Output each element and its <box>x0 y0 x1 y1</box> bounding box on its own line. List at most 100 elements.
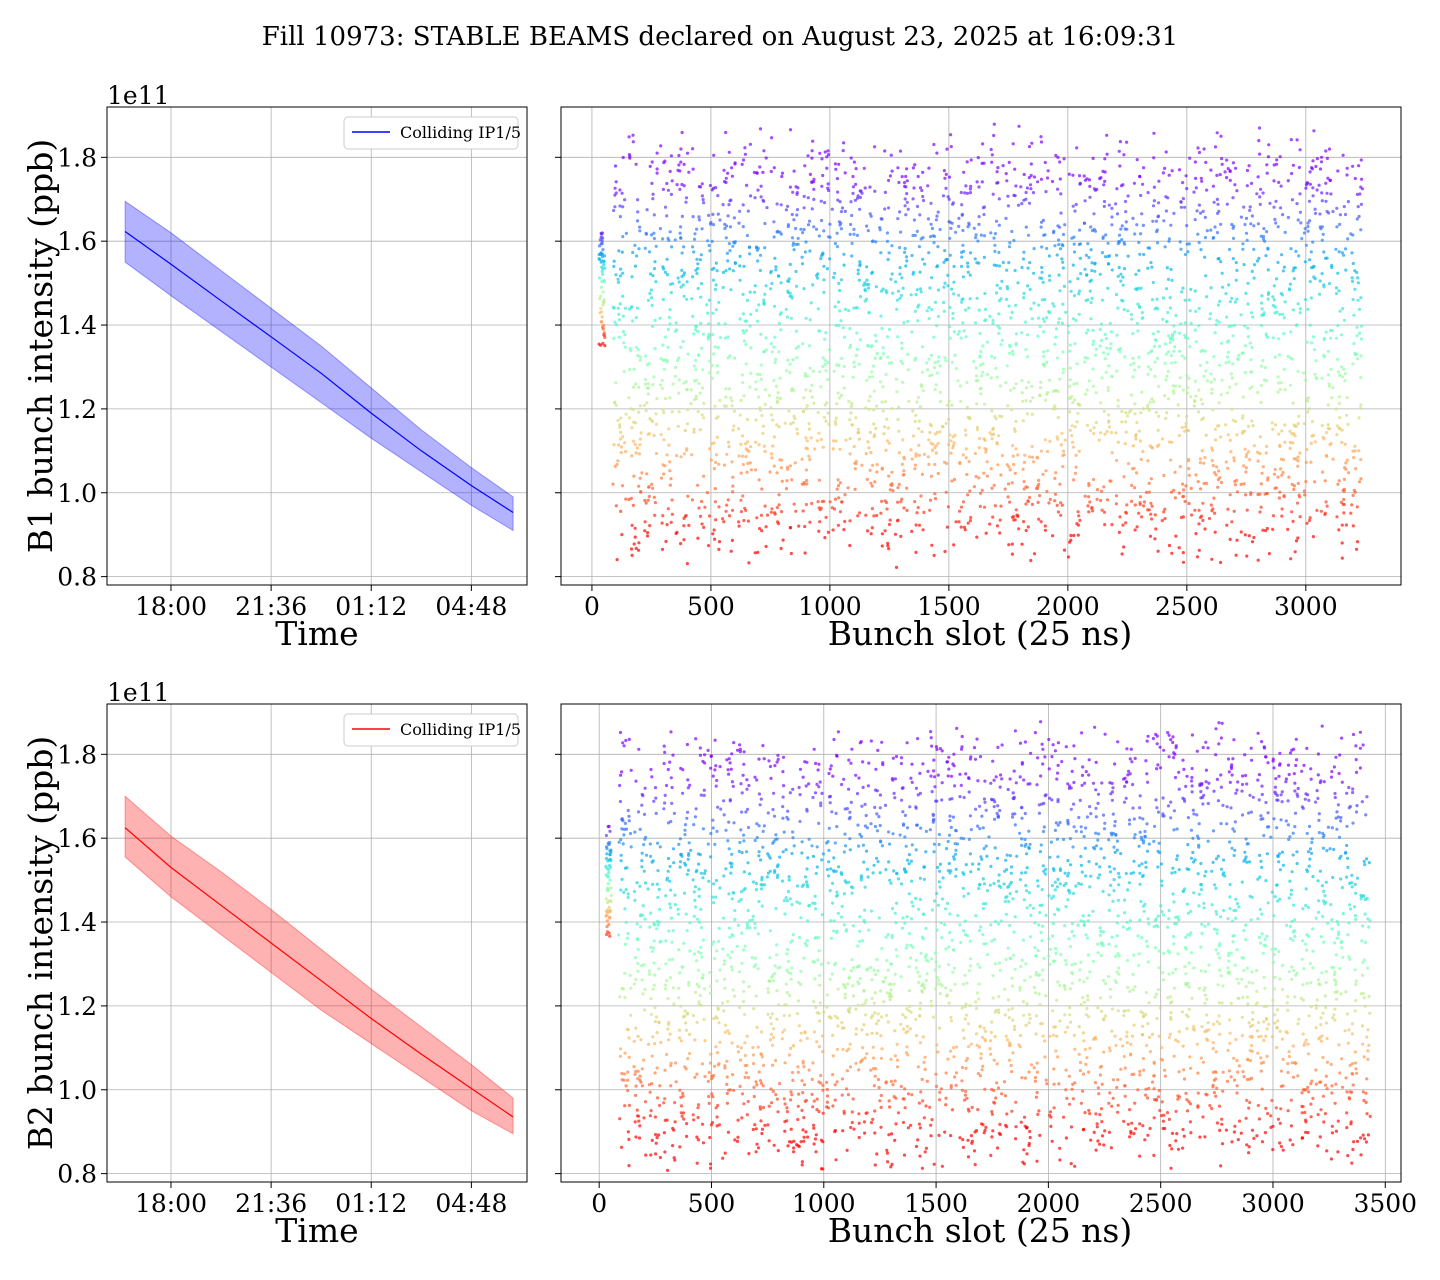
b1-slot-point <box>761 431 765 435</box>
b1-slot-point <box>1319 160 1324 164</box>
b1-slot-point <box>788 262 792 266</box>
b1-slot-point <box>1233 483 1238 487</box>
b1-slot-point <box>1306 221 1310 225</box>
b1-slot-point <box>739 398 743 402</box>
b1-slot-point <box>1181 286 1185 290</box>
b1-slot-point <box>934 383 938 387</box>
b1-slot-point <box>1275 158 1279 162</box>
b2-slot-point <box>769 1087 773 1091</box>
b1-slot-point <box>1337 401 1341 405</box>
b1-slot-point <box>723 336 728 340</box>
b1-slot-point <box>1241 414 1245 418</box>
b2-slot-point <box>718 968 722 972</box>
b1-slot-point <box>729 396 733 400</box>
b2-slot-point <box>873 824 878 829</box>
b2-slot-point <box>836 1024 840 1028</box>
b2-slot-x-tick-label: 1000 <box>792 1189 856 1218</box>
b1-slot-point <box>872 364 876 368</box>
b1-slot-point <box>816 500 820 504</box>
b1-slot-point <box>1114 202 1118 206</box>
b2-slot-point <box>817 1019 822 1023</box>
b1-slot-point <box>791 358 795 362</box>
b1-slot-point <box>1021 467 1025 471</box>
b2-slot-point <box>636 1069 640 1073</box>
b1-slot-point <box>1243 344 1247 348</box>
b1-slot-point <box>809 301 813 305</box>
b1-slot-point <box>1011 352 1015 356</box>
b1-slot-point <box>1265 526 1269 531</box>
b1-slot-point <box>1242 263 1246 267</box>
b2-slot-point <box>754 888 759 892</box>
b1-slot-point <box>966 225 970 229</box>
b1-slot-point <box>731 475 735 479</box>
b1-slot-point <box>697 506 701 510</box>
b1-slot-point <box>1288 440 1292 445</box>
b1-slot-point <box>1230 376 1234 380</box>
b1-slot-point <box>744 342 748 347</box>
b1-slot-point <box>654 412 658 416</box>
b2-slot-point <box>761 1084 765 1088</box>
b1-slot-point <box>1182 429 1187 433</box>
b2-slot-point <box>711 901 716 905</box>
b1-slot-point <box>757 478 761 482</box>
b2-slot-point <box>864 998 868 1002</box>
b2-slot-point <box>848 815 852 820</box>
b2-slot-point <box>699 793 703 797</box>
b1-slot-point <box>673 374 677 378</box>
b1-slot-point <box>1337 289 1341 293</box>
b1-slot-point <box>1328 443 1332 447</box>
b2-slot-point <box>604 856 609 861</box>
b1-slot-point <box>932 234 937 238</box>
b1-slot-point <box>1115 212 1120 216</box>
b1-slot-point <box>932 553 936 558</box>
b1-slot-point <box>1075 420 1079 424</box>
b1-slot-point <box>1149 261 1153 265</box>
b1-slot-point <box>1217 257 1221 261</box>
b2-slot-point <box>733 994 737 998</box>
b1-slot-point <box>1283 388 1287 392</box>
b1-slot-point <box>1103 432 1107 436</box>
b2-slot-point <box>754 881 759 886</box>
b1-slot-point <box>1068 280 1072 284</box>
b1-slot-point <box>960 203 964 207</box>
b1-slot-point <box>630 553 634 558</box>
b1-slot-point <box>1024 528 1028 533</box>
b1-slot-point <box>1142 166 1146 170</box>
b1-slot-point <box>951 201 956 205</box>
b1-slot-point <box>650 482 654 486</box>
b2-slot-point <box>609 899 613 904</box>
b1-slot-point <box>728 354 732 358</box>
b2-slot-point <box>769 1032 774 1036</box>
b1-slot-point <box>616 306 620 310</box>
b1-slot-point <box>900 175 904 179</box>
b2-slot-point <box>875 1022 879 1026</box>
b1-slot-point <box>1324 500 1328 504</box>
b1-slot-point <box>927 438 931 442</box>
b1-slot-point <box>1200 179 1204 183</box>
b2-slot-point <box>740 961 744 965</box>
b2-slot-point <box>687 983 691 987</box>
b1-slot-point <box>1359 406 1363 410</box>
b1-slot-point <box>602 263 606 267</box>
b1-slot-point <box>921 257 925 261</box>
b1-slot-point <box>999 343 1003 347</box>
b1-slot-point <box>827 422 831 426</box>
b2-slot-point <box>691 1113 695 1117</box>
b1-slot-point <box>1166 369 1170 373</box>
b1-slot-point <box>1217 424 1221 428</box>
b1-slot-point <box>975 374 979 378</box>
b2-slot-point <box>741 999 746 1004</box>
b1-slot-point <box>944 186 948 190</box>
b1-slot-point <box>777 425 781 429</box>
b1-slot-point <box>759 184 763 188</box>
b1-slot-point <box>954 367 958 371</box>
b1-slot-point <box>1296 218 1300 222</box>
b1-slot-point <box>621 271 625 275</box>
b2-slot-point <box>752 1094 756 1099</box>
b1-slot-point <box>806 196 810 200</box>
b1-slot-point <box>996 166 1000 170</box>
b1-slot-point <box>802 482 806 486</box>
b1-slot-point <box>1014 332 1019 336</box>
b1-slot-point <box>1341 307 1345 311</box>
b2-slot-point <box>871 1013 875 1018</box>
